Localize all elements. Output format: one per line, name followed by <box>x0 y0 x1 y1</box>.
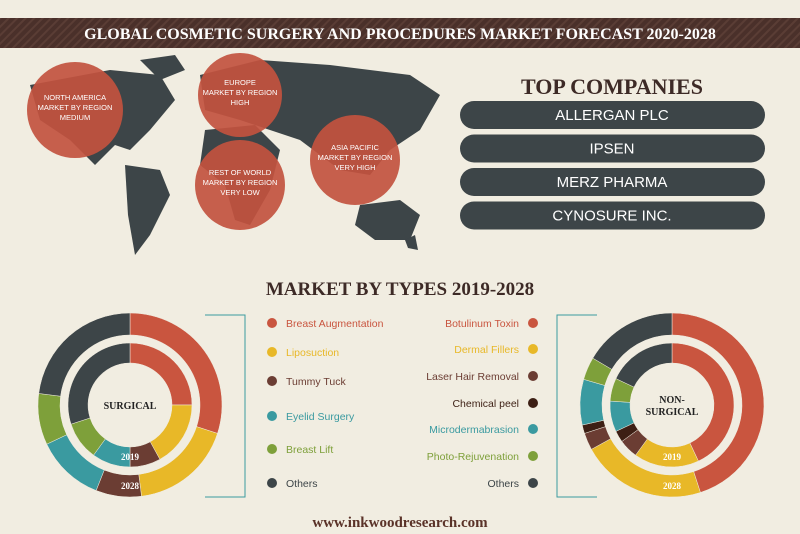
company-pill <box>460 201 765 230</box>
legend-label: Eyelid Surgery <box>286 411 355 423</box>
footer: www.inkwoodresearch.com <box>312 515 488 531</box>
legend-dot <box>267 411 277 421</box>
donut-center <box>631 364 713 446</box>
region-text: MARKET BY REGION <box>203 178 278 187</box>
ring-label: 2019 <box>121 452 140 462</box>
region-text: NORTH AMERICA <box>44 93 106 102</box>
header-band <box>0 18 800 48</box>
legend-label: Breast Lift <box>286 444 333 456</box>
company-name: CYNOSURE INC. <box>552 208 671 225</box>
company-pill <box>460 101 765 129</box>
legend-label: Botulinum Toxin <box>445 318 519 330</box>
ring-label: 2028 <box>121 481 140 491</box>
center-label: NON-SURGICAL <box>646 395 699 418</box>
legend-label: Photo-Rejuvenation <box>427 451 519 463</box>
legend-dot <box>528 478 538 488</box>
legend-dot <box>528 318 538 328</box>
region-text: MARKET BY REGION <box>38 103 113 112</box>
donut-segment <box>67 342 131 425</box>
region-bubble <box>195 140 285 230</box>
company-pill <box>460 134 765 163</box>
center-label: SURGICAL <box>104 401 157 412</box>
legend-label: Others <box>286 478 318 490</box>
legend-dot <box>528 451 538 461</box>
region-text: VERY HIGH <box>335 163 376 172</box>
region-bubble <box>198 53 282 137</box>
legend-dot <box>528 424 538 434</box>
donut-segment <box>671 312 765 493</box>
donut-segment <box>37 393 67 445</box>
legend-dot <box>267 376 277 386</box>
legend-label: Microdermabrasion <box>429 424 519 436</box>
region-text: MEDIUM <box>60 113 90 122</box>
region-text: VERY LOW <box>220 188 260 197</box>
region-text: ASIA PACIFIC <box>331 143 379 152</box>
legend-label: Chemical peel <box>452 398 519 410</box>
region-bubble <box>27 62 123 158</box>
legend-label: Dermal Fillers <box>454 344 519 356</box>
company-name: ALLERGAN PLC <box>555 107 669 124</box>
donut-segment <box>615 342 673 388</box>
legend-label: Others <box>487 478 519 490</box>
section-title: MARKET BY TYPES 2019-2028 <box>266 279 534 300</box>
legend-dot <box>267 347 277 357</box>
legend-dot <box>528 344 538 354</box>
legend-label: Laser Hair Removal <box>426 371 519 383</box>
company-name: IPSEN <box>589 141 634 158</box>
region-text: MARKET BY REGION <box>318 153 393 162</box>
brackets <box>205 314 597 498</box>
company-pill <box>460 168 765 196</box>
region-text: EUROPE <box>224 78 256 87</box>
legend-dot <box>267 478 277 488</box>
region-bubble <box>310 115 400 205</box>
donut-segment <box>579 379 606 426</box>
ring-label: 2028 <box>663 481 682 491</box>
ring-label: 2019 <box>663 452 682 462</box>
legend-dot <box>267 444 277 454</box>
legend-label: Tummy Tuck <box>286 376 346 388</box>
companies-title: TOP COMPANIES <box>521 74 703 99</box>
legend-dot <box>528 398 538 408</box>
legend-label: Breast Augmentation <box>286 318 384 330</box>
donut-segment <box>38 312 131 397</box>
region-text: HIGH <box>231 98 250 107</box>
region-text: REST OF WORLD <box>209 168 272 177</box>
legend-dot <box>267 318 277 328</box>
donut-segment <box>592 312 673 370</box>
company-name: MERZ PHARMA <box>557 174 668 191</box>
region-text: MARKET BY REGION <box>203 88 278 97</box>
donut-center <box>89 364 171 446</box>
legend-dot <box>528 371 538 381</box>
legend-label: Liposuction <box>286 347 339 359</box>
title: GLOBAL COSMETIC SURGERY AND PROCEDURES M… <box>84 26 716 43</box>
